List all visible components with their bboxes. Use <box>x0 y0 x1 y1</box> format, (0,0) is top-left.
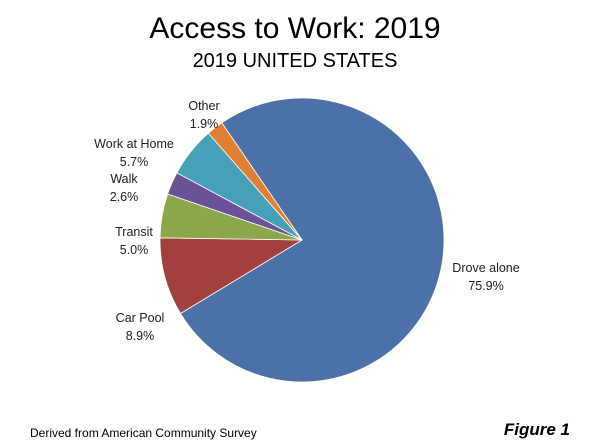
chart-title: Access to Work: 2019 <box>149 12 441 45</box>
slice-label: Walk <box>110 172 138 186</box>
slice-label: Car Pool <box>116 311 165 325</box>
slice-label: Transit <box>115 225 153 239</box>
figure-label: Figure 1 <box>503 420 570 439</box>
pie-slice-other <box>207 122 303 241</box>
chart-subtitle: 2019 UNITED STATES <box>192 50 398 72</box>
source-note: Derived from American Community Survey <box>30 426 257 440</box>
slice-value-label: 5.7% <box>120 155 149 169</box>
slice-value-label: 8.9% <box>126 329 155 343</box>
slice-value-label: 2.6% <box>110 190 139 204</box>
slice-value-label: 5.0% <box>120 243 149 257</box>
slice-value-label: 75.9% <box>468 279 503 293</box>
slice-label: Work at Home <box>94 137 174 151</box>
slice-label: Drove alone <box>452 261 519 275</box>
slice-label: Other <box>188 99 219 113</box>
slice-value-label: 1.9% <box>190 117 219 131</box>
pie-slice-drove-alone <box>179 97 445 383</box>
